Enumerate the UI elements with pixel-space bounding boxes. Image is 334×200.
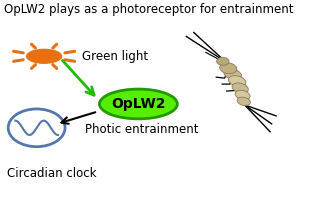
Ellipse shape [217,57,229,65]
Text: OpLW2: OpLW2 [111,97,166,111]
Ellipse shape [100,89,177,119]
Ellipse shape [232,83,248,93]
Text: Green light: Green light [81,50,148,63]
Ellipse shape [235,90,250,100]
Ellipse shape [220,63,237,74]
Text: Circadian clock: Circadian clock [7,167,96,180]
Ellipse shape [224,69,241,80]
Ellipse shape [228,76,246,87]
Ellipse shape [237,97,250,106]
Ellipse shape [27,49,61,63]
Text: Photic entrainment: Photic entrainment [85,123,198,136]
Text: OpLW2 plays as a photoreceptor for entrainment: OpLW2 plays as a photoreceptor for entra… [4,3,293,16]
